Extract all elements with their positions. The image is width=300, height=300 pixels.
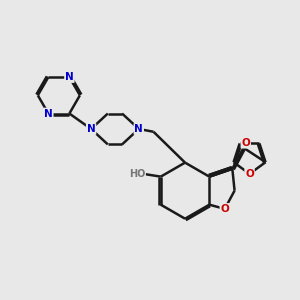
Text: N: N — [44, 109, 53, 118]
Text: N: N — [134, 124, 143, 134]
Text: O: O — [245, 169, 254, 179]
Text: N: N — [87, 124, 95, 134]
Text: O: O — [242, 138, 250, 148]
Text: O: O — [220, 204, 229, 214]
Text: HO: HO — [129, 169, 145, 179]
Text: N: N — [65, 72, 74, 82]
